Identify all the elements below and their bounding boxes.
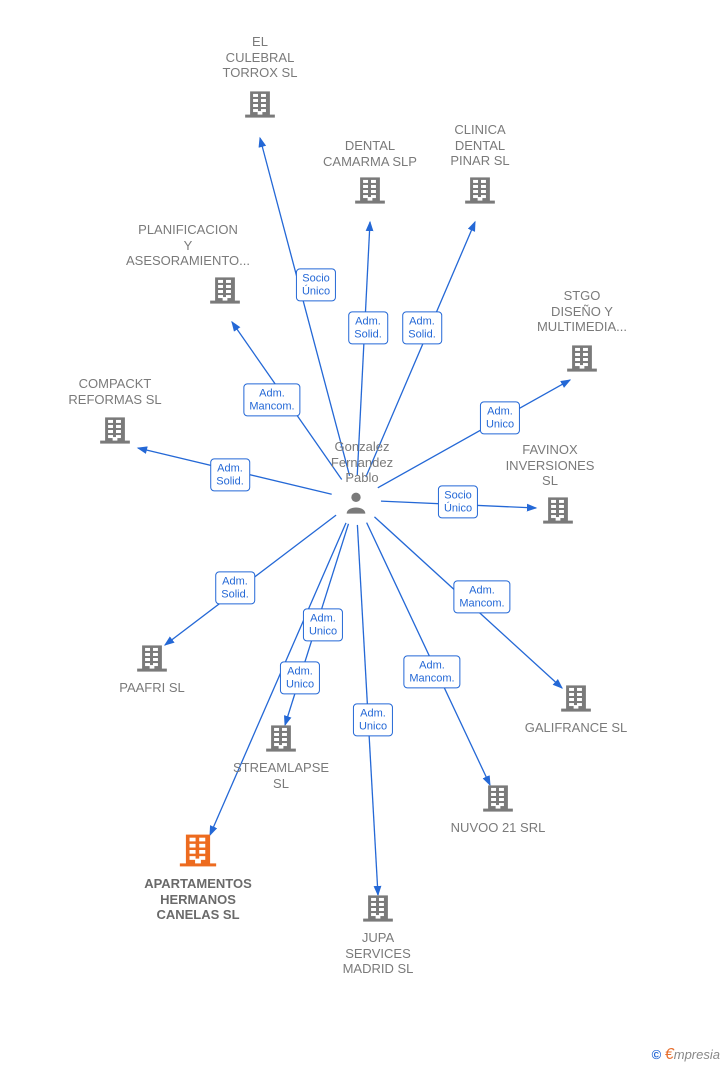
relationship-label: Socio Único: [438, 485, 478, 518]
copyright-symbol: ©: [652, 1047, 662, 1062]
relationship-label: Adm. Solid.: [348, 311, 388, 344]
edge-line: [210, 523, 346, 835]
relationship-label: Adm. Mancom.: [453, 580, 510, 613]
relationship-label: Adm. Unico: [280, 661, 320, 694]
relationship-label: Adm. Solid.: [402, 311, 442, 344]
relationship-label: Adm. Mancom.: [403, 655, 460, 688]
edge-line: [260, 138, 350, 476]
relationship-label: Adm. Unico: [480, 401, 520, 434]
relationship-label: Adm. Solid.: [215, 571, 255, 604]
relationship-label: Adm. Unico: [353, 703, 393, 736]
person-icon: [342, 488, 370, 518]
relationship-label: Adm. Unico: [303, 608, 343, 641]
edge-line: [378, 380, 570, 488]
relationship-label: Adm. Mancom.: [243, 383, 300, 416]
diagram-canvas: [0, 0, 728, 1070]
watermark: © €mpresia: [652, 1046, 720, 1064]
center-person-label: Gonzalez Fernandez Pablo: [331, 439, 393, 486]
edge-line: [367, 523, 490, 785]
relationship-label: Socio Único: [296, 268, 336, 301]
relationship-label: Adm. Solid.: [210, 458, 250, 491]
edge-line: [357, 222, 370, 475]
brand-initial: €: [665, 1046, 674, 1063]
brand-rest: mpresia: [674, 1047, 720, 1062]
